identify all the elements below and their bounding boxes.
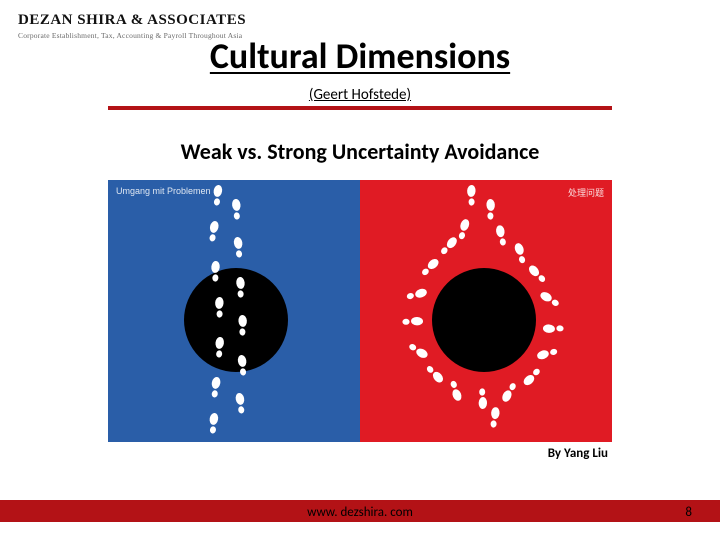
footprint-icon bbox=[476, 387, 489, 409]
footprint-icon bbox=[446, 378, 465, 403]
footprint-icon bbox=[206, 220, 223, 244]
footprint-icon bbox=[495, 224, 510, 247]
footprint-icon bbox=[536, 345, 561, 364]
footprint-icon bbox=[487, 407, 501, 430]
panel-right-label: 处理问题 bbox=[568, 186, 604, 199]
footprint-icon bbox=[483, 199, 497, 222]
obstacle-circle bbox=[432, 268, 536, 372]
page-number: 8 bbox=[685, 505, 692, 520]
footprint-icon bbox=[520, 364, 544, 388]
footprint-icon bbox=[436, 234, 459, 259]
footprint-icon bbox=[210, 184, 226, 208]
footprint-icon bbox=[405, 340, 430, 361]
footprint-icon bbox=[230, 236, 246, 260]
footprint-icon bbox=[206, 412, 222, 436]
footprint-icon bbox=[213, 297, 227, 320]
footprint-icon bbox=[418, 256, 443, 279]
footprint-icon bbox=[511, 242, 530, 267]
panel-left: Umgang mit Problemen bbox=[108, 180, 360, 442]
footprint-icon bbox=[465, 185, 479, 208]
infographic: Umgang mit Problemen bbox=[108, 180, 612, 442]
logo-name: DEZAN SHIRA & ASSOCIATES bbox=[18, 12, 246, 29]
slide-subtitle: (Geert Hofstede) bbox=[0, 86, 720, 104]
footprint-icon bbox=[404, 285, 429, 304]
footprint-icon bbox=[422, 362, 445, 387]
slide-headline: Weak vs. Strong Uncertainty Avoidance bbox=[0, 138, 720, 165]
panel-right: 处理问题 bbox=[360, 180, 612, 442]
graphic-credit: By Yang Liu bbox=[548, 446, 608, 461]
footprint-icon bbox=[233, 276, 247, 299]
footprint-icon bbox=[232, 392, 248, 416]
footprint-icon bbox=[500, 379, 520, 404]
footprint-icon bbox=[208, 376, 224, 400]
footprint-icon bbox=[543, 321, 566, 335]
footprint-icon bbox=[209, 260, 223, 283]
footprint-icon bbox=[401, 316, 423, 329]
footprint-icon bbox=[526, 262, 549, 287]
footprint-icon bbox=[235, 315, 249, 338]
footprint-icon bbox=[229, 198, 244, 221]
footer-url: www. dezshira. com bbox=[0, 505, 720, 520]
panel-left-label: Umgang mit Problemen bbox=[116, 186, 211, 196]
footprint-icon bbox=[537, 290, 562, 311]
slide-title: Cultural Dimensions bbox=[0, 34, 720, 78]
title-divider bbox=[108, 106, 612, 110]
